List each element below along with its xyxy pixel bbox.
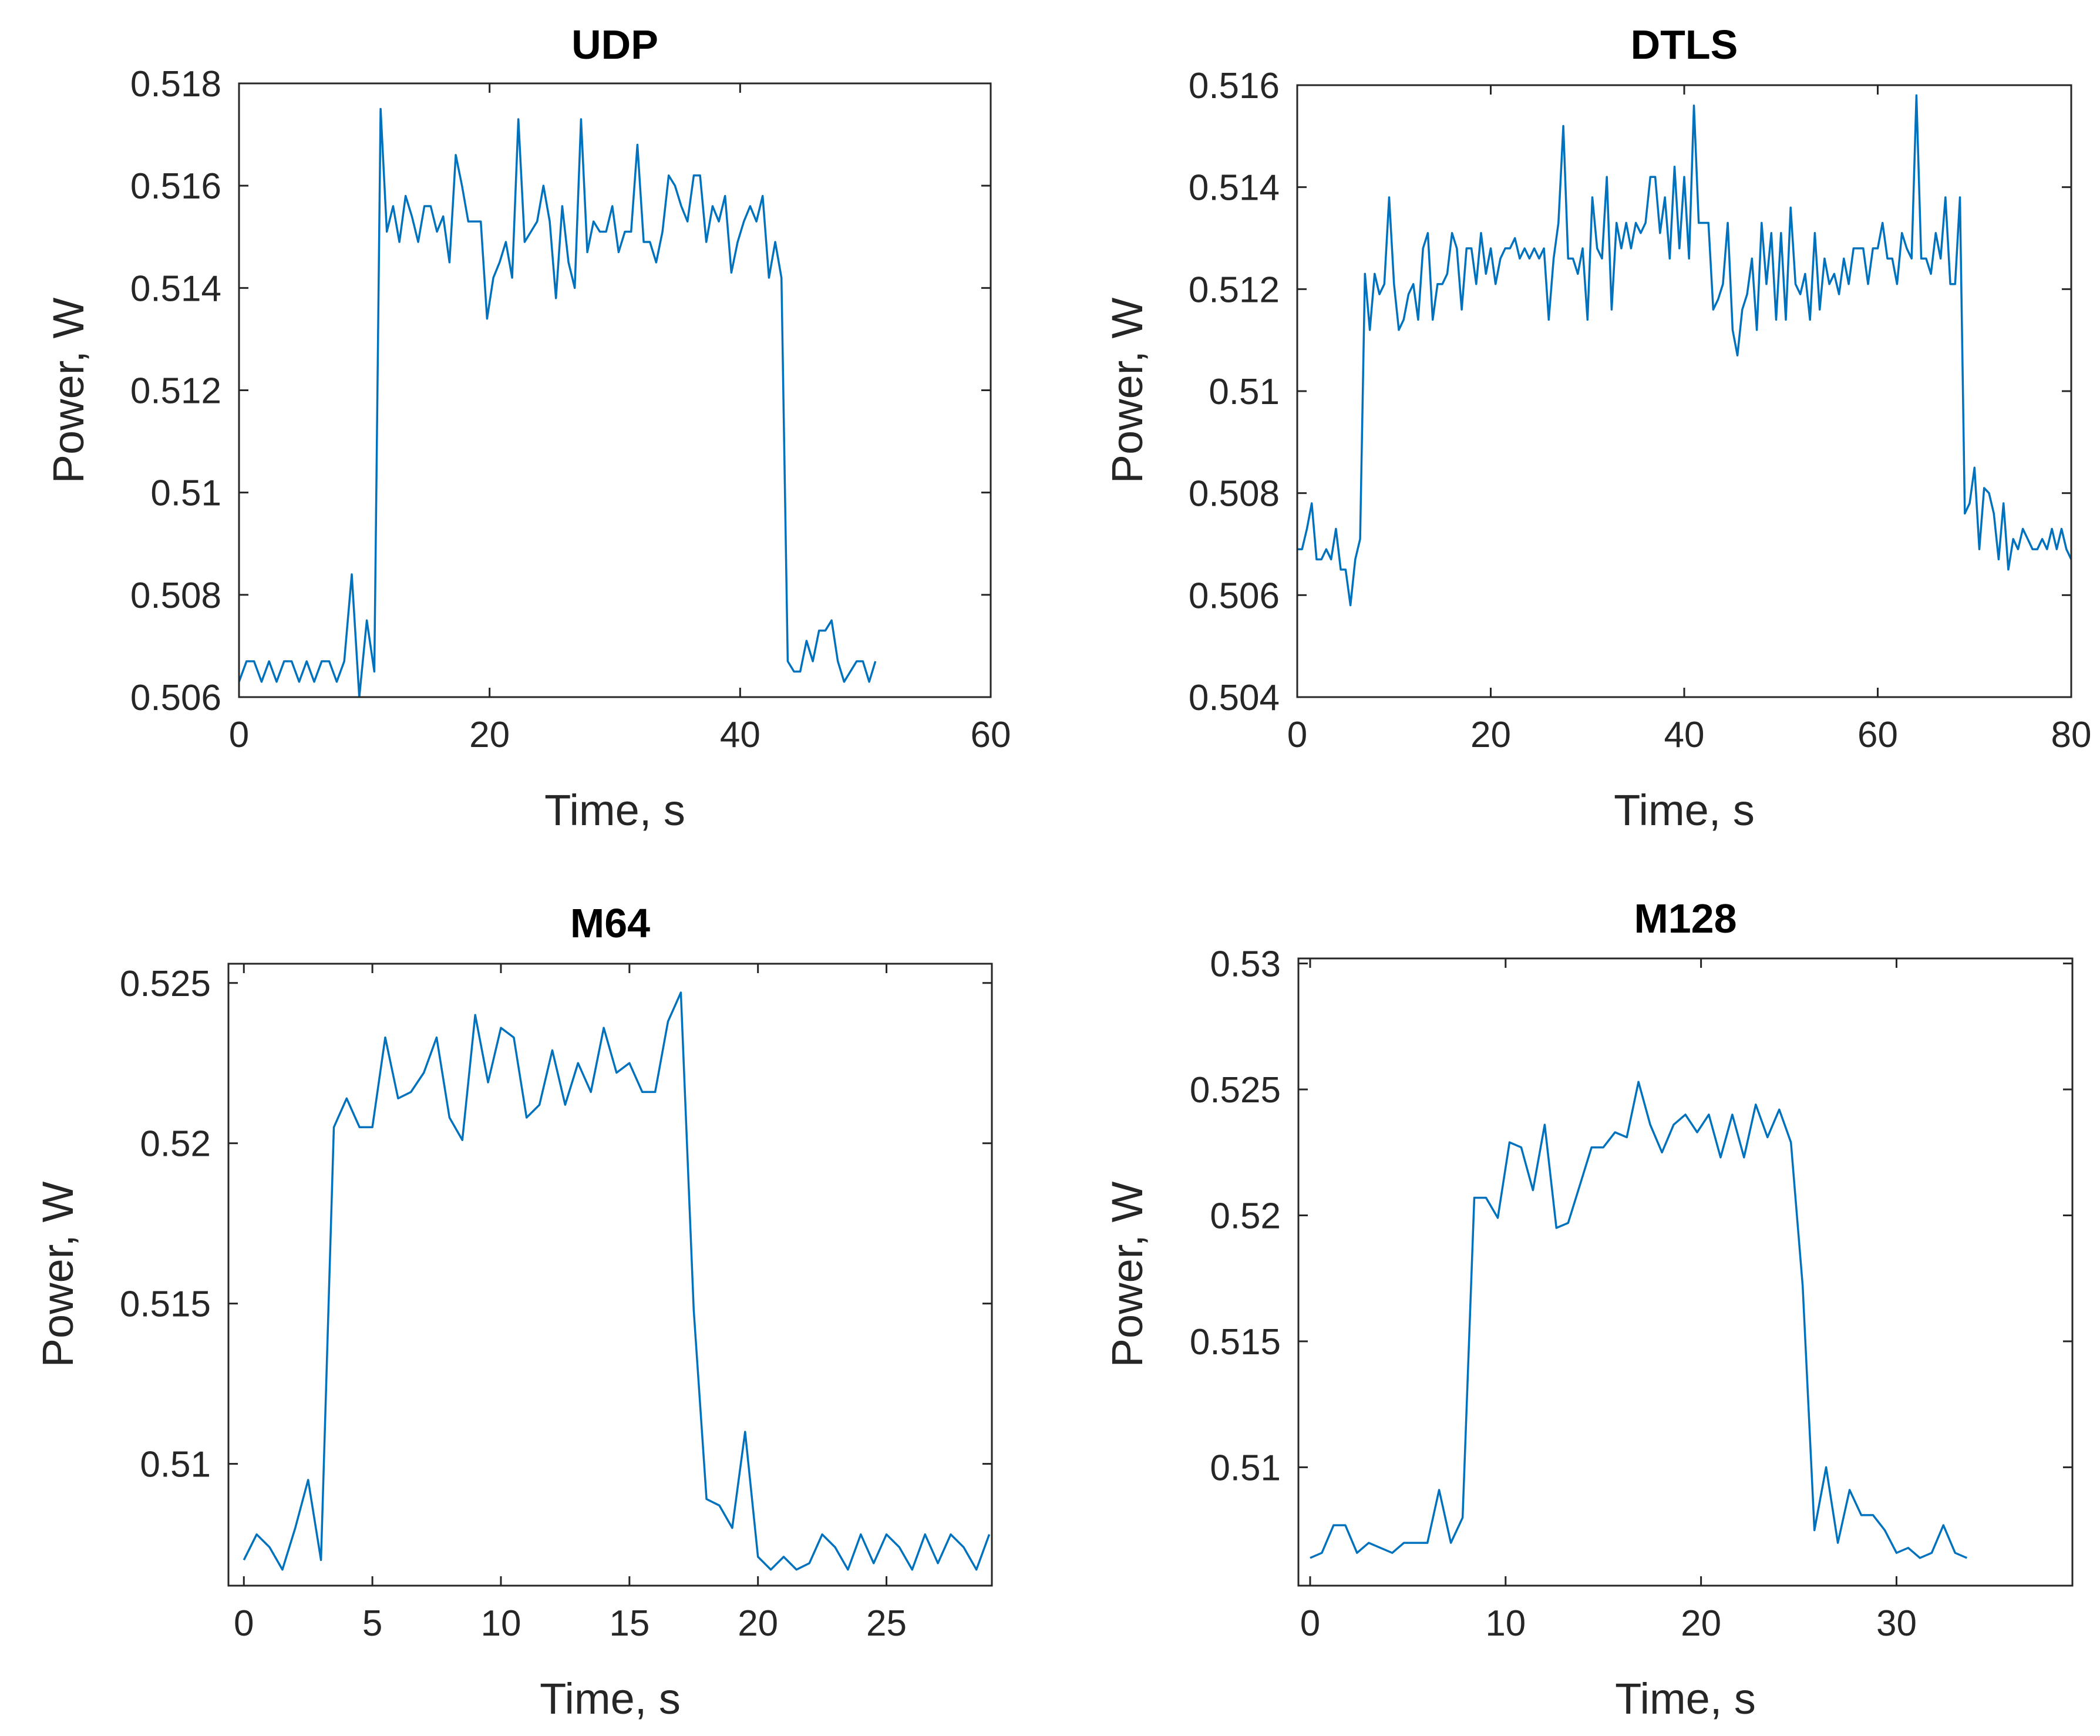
chart-title: M64 (570, 900, 650, 946)
x-tick-label: 0 (1300, 1603, 1320, 1644)
x-tick-label: 15 (609, 1603, 649, 1644)
x-axis-label: Time, s (540, 1674, 681, 1723)
y-tick-label: 0.508 (130, 576, 221, 616)
x-tick-label: 20 (469, 715, 510, 755)
chart-title: DTLS (1631, 22, 1738, 68)
series-line (239, 107, 877, 697)
x-tick-label: 40 (720, 715, 760, 755)
y-tick-label: 0.51 (150, 473, 221, 514)
y-tick-label: 0.514 (130, 268, 221, 309)
y-tick-label: 0.504 (1189, 678, 1280, 718)
y-tick-label: 0.515 (1190, 1322, 1281, 1362)
x-tick-label: 80 (2051, 715, 2092, 755)
y-tick-label: 0.51 (1209, 372, 1280, 412)
y-tick-label: 0.514 (1189, 168, 1280, 208)
x-tick-label: 20 (1681, 1603, 1721, 1644)
x-axis-label: Time, s (544, 786, 685, 835)
y-tick-label: 0.51 (1210, 1448, 1281, 1488)
plot-area-m64: 0 5 10 15 20 25 0.51 0.515 0.52 0.525 (120, 963, 993, 1644)
y-tick-label: 0.53 (1210, 944, 1281, 985)
x-tick-label: 5 (362, 1603, 382, 1644)
x-tick-label: 60 (1857, 715, 1898, 755)
x-tick-label: 20 (1470, 715, 1511, 755)
chart-panel-dtls: DTLS 0 20 40 60 80 0.504 0.506 0.508 0.51 0.512 0.… (1103, 22, 2091, 835)
y-tick-label: 0.518 (130, 64, 221, 105)
y-tick-label: 0.515 (120, 1284, 211, 1325)
plot-area-m128: 0 10 20 30 0.51 0.515 0.52 0.525 0.53 (1190, 944, 2074, 1644)
x-tick-label: 0 (229, 715, 249, 755)
plot-area-udp: 0 20 40 60 0.506 0.508 0.51 0.512 0.514 0.516 0.51… (130, 64, 1011, 755)
chart-panel-m128: M128 0 10 20 30 0.51 0.515 0.52 0.525 0.53 Time,… (1103, 896, 2074, 1723)
axes-box (1296, 84, 2072, 698)
chart-title: M128 (1634, 896, 1736, 941)
x-tick-label: 10 (480, 1603, 521, 1644)
y-axis-label: Power, W (33, 1182, 82, 1368)
y-tick-label: 0.525 (1190, 1070, 1281, 1111)
chart-panel-udp: UDP 0 20 40 60 0.506 0.508 0.51 0.512 0.514 0.516… (44, 22, 1011, 835)
x-tick-label: 10 (1485, 1603, 1526, 1644)
x-tick-label: 0 (1287, 715, 1307, 755)
x-tick-label: 25 (866, 1603, 907, 1644)
x-tick-label: 40 (1664, 715, 1705, 755)
y-tick-label: 0.52 (140, 1124, 211, 1165)
chart-panel-m64: M64 0 5 10 15 20 25 0.51 0.515 0.52 0.525 Time, s… (33, 900, 993, 1723)
x-axis-label: Time, s (1615, 1674, 1756, 1723)
x-tick-label: 0 (234, 1603, 254, 1644)
y-tick-label: 0.508 (1189, 474, 1280, 514)
series-line (1310, 1081, 1967, 1559)
x-axis-label: Time, s (1614, 786, 1755, 835)
y-tick-label: 0.516 (130, 166, 221, 207)
y-axis-label: Power, W (1103, 1182, 1152, 1368)
y-tick-label: 0.506 (1189, 576, 1280, 616)
y-axis-label: Power, W (44, 298, 93, 484)
series-line (1297, 94, 2071, 607)
y-tick-label: 0.506 (130, 678, 221, 718)
series-line (243, 991, 991, 1571)
y-tick-label: 0.525 (120, 964, 211, 1004)
y-tick-label: 0.512 (1189, 270, 1280, 310)
y-tick-label: 0.51 (140, 1445, 211, 1485)
plot-area-dtls: 0 20 40 60 80 0.504 0.506 0.508 0.51 0.512 0.514 0.… (1189, 66, 2092, 755)
y-tick-label: 0.52 (1210, 1196, 1281, 1236)
y-axis-label: Power, W (1103, 298, 1152, 484)
axes-box (227, 963, 993, 1587)
axes-box (1297, 957, 2074, 1587)
x-tick-label: 30 (1876, 1603, 1917, 1644)
axes-box (238, 82, 992, 698)
x-tick-label: 60 (971, 715, 1011, 755)
y-tick-label: 0.512 (130, 371, 221, 412)
x-tick-label: 20 (738, 1603, 778, 1644)
chart-title: UDP (571, 22, 658, 68)
y-tick-label: 0.516 (1189, 66, 1280, 106)
